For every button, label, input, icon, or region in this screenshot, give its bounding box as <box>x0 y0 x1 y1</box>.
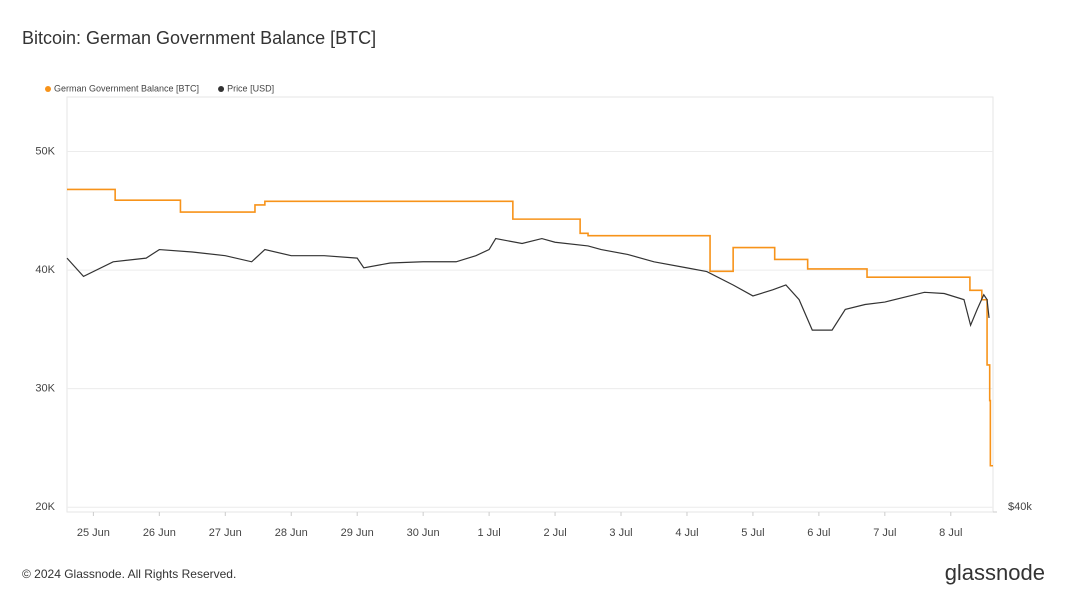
chart-title: Bitcoin: German Government Balance [BTC] <box>22 28 376 48</box>
legend-label: German Government Balance [BTC] <box>54 83 199 93</box>
x-tick-label: 6 Jul <box>807 527 830 539</box>
logo: glassnode <box>945 560 1045 585</box>
y-tick-label: 20K <box>35 501 55 513</box>
x-tick-label: 27 Jun <box>209 527 242 539</box>
series-line <box>67 188 993 467</box>
y-tick-label: 50K <box>35 145 55 157</box>
y2-tick-label: $40k <box>1008 501 1032 513</box>
x-tick-label: 5 Jul <box>741 527 764 539</box>
legend-marker <box>45 86 51 92</box>
y-tick-label: 40K <box>35 264 55 276</box>
x-tick-label: 2 Jul <box>543 527 566 539</box>
x-tick-label: 1 Jul <box>477 527 500 539</box>
plot-frame <box>66 96 994 513</box>
x-tick-label: 26 Jun <box>143 527 176 539</box>
series-line <box>66 237 990 331</box>
x-tick-label: 30 Jun <box>407 527 440 539</box>
y-tick-label: 30K <box>35 383 55 395</box>
x-tick-label: 7 Jul <box>873 527 896 539</box>
x-tick-label: 25 Jun <box>77 527 110 539</box>
x-tick-label: 3 Jul <box>609 527 632 539</box>
legend-marker <box>218 86 225 92</box>
copyright: © 2024 Glassnode. All Rights Reserved. <box>22 567 236 581</box>
x-tick-label: 8 Jul <box>939 527 962 539</box>
legend-label: Price [USD] <box>227 83 274 93</box>
x-tick-label: 28 Jun <box>275 527 308 539</box>
x-tick-label: 29 Jun <box>341 527 374 539</box>
x-tick-label: 4 Jul <box>675 527 698 539</box>
